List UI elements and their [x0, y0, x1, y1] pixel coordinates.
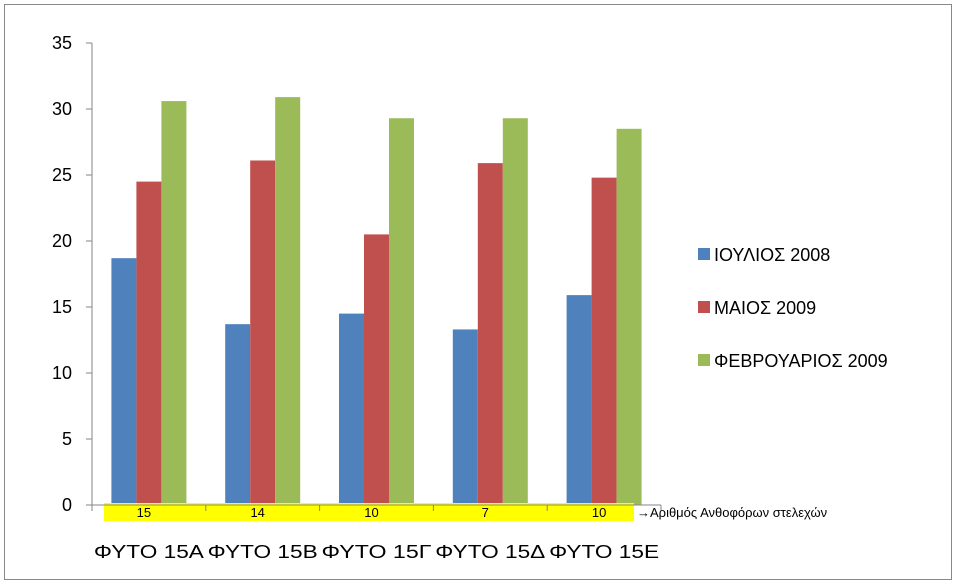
legend-swatch: [698, 301, 710, 313]
legend-swatch: [698, 354, 710, 366]
bar-2: [364, 234, 389, 505]
bar-1: [452, 329, 478, 505]
legend-label: ΜΑΙΟΣ 2009: [714, 298, 816, 318]
bar-2: [136, 181, 162, 505]
count-value: 10: [364, 505, 378, 520]
bar-1: [339, 313, 364, 505]
legend-label: ΦΕΒΡΟΥΑΡΙΟΣ 2009: [714, 351, 888, 371]
count-value: 14: [250, 505, 264, 520]
x-category-label: ΦΥΤΟ 15Δ: [435, 542, 545, 562]
bar-1: [111, 258, 137, 505]
bar-3: [389, 118, 414, 506]
y-tick-label: 15: [52, 297, 72, 317]
count-row-note: →Αριθμός Ανθοφόρων στελεχών: [637, 505, 827, 520]
bar-2: [591, 177, 617, 505]
bar-1: [566, 295, 592, 505]
y-tick-label: 10: [52, 363, 72, 383]
bar-3: [616, 128, 642, 506]
y-tick-label: 35: [52, 33, 72, 53]
x-category-label: ΦΥΤΟ 15Ε: [549, 542, 659, 562]
legend-label: ΙΟΥΛΙΟΣ 2008: [714, 245, 830, 265]
bar-3: [275, 97, 301, 506]
bar-2: [477, 163, 503, 505]
legend-swatch: [698, 248, 710, 260]
bar-3: [502, 118, 528, 506]
y-tick-label: 30: [52, 99, 72, 119]
y-tick-label: 0: [62, 495, 72, 515]
count-row-background: [104, 503, 634, 521]
y-tick-label: 25: [52, 165, 72, 185]
y-tick-label: 5: [62, 429, 72, 449]
bar-1: [225, 324, 251, 505]
x-category-label: ΦΥΤΟ 15Β: [208, 542, 318, 562]
count-value: 10: [592, 505, 606, 520]
count-value: 7: [482, 505, 489, 520]
y-tick-label: 20: [52, 231, 72, 251]
x-category-label: ΦΥΤΟ 15Α: [94, 542, 204, 562]
bar-2: [250, 160, 276, 506]
x-category-label: ΦΥΤΟ 15Γ: [322, 542, 432, 562]
bar-3: [161, 101, 187, 505]
count-value: 15: [137, 505, 151, 520]
